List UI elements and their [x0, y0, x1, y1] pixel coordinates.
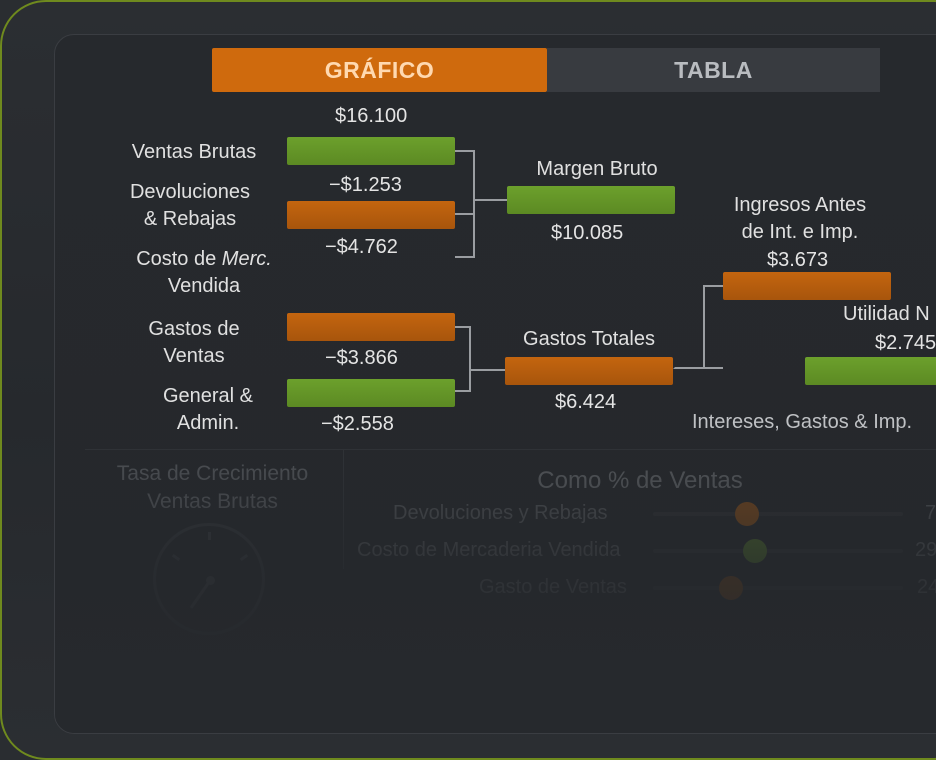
- connector-ebit-low: [673, 285, 723, 369]
- cogs-label-prefix: Costo de: [136, 248, 222, 270]
- connector-expenses-out: [471, 369, 505, 371]
- sales-expenses-value: −$3.866: [325, 347, 398, 369]
- percent-title: Como % de Ventas: [537, 467, 743, 494]
- connector-gross-mid: [455, 213, 475, 215]
- gauge-hub: [206, 576, 215, 585]
- percent-row-label: Devoluciones y Rebajas: [393, 502, 608, 524]
- percent-track: [653, 512, 903, 516]
- ebit-bar[interactable]: [723, 272, 891, 300]
- ebit-label-line2: de Int. e Imp.: [741, 221, 859, 243]
- net-income-value: $2.745: [875, 332, 936, 354]
- ebit-label-line1: Ingresos Antes: [733, 194, 867, 216]
- sales-expenses-label: Gastos de Ventas: [129, 316, 259, 370]
- sales-expenses-label-line1: Gastos de: [148, 318, 240, 340]
- percent-dot: [735, 502, 759, 526]
- net-income-bar[interactable]: [805, 357, 936, 385]
- percent-row-value: 7: [925, 502, 936, 524]
- cogs-value: −$4.762: [325, 236, 398, 258]
- gross-sales-bar[interactable]: [287, 137, 455, 165]
- cogs-label-line1: Costo de Merc.: [121, 246, 287, 273]
- returns-label-line2: & Rebajas: [143, 208, 237, 230]
- general-admin-label: General & Admin.: [143, 383, 273, 437]
- gross-sales-label: Ventas Brutas: [131, 141, 257, 163]
- growth-title: Tasa de Crecimiento Ventas Brutas: [95, 460, 330, 516]
- gross-margin-label: Margen Bruto: [536, 158, 658, 180]
- connector-gross: [455, 150, 475, 258]
- returns-label-line1: Devoluciones: [129, 181, 251, 203]
- connector-gross-out: [475, 199, 507, 201]
- general-admin-value: −$2.558: [321, 413, 394, 435]
- gauge-tick: [171, 553, 181, 562]
- general-admin-label-line1: General &: [162, 385, 254, 407]
- interest-tax-label: Intereses, Gastos & Imp.: [692, 411, 913, 433]
- total-expenses-value: $6.424: [555, 391, 617, 413]
- ebit-label: Ingresos Antes de Int. e Imp.: [705, 192, 895, 246]
- total-expenses-bar[interactable]: [505, 357, 673, 385]
- percent-row-label: Costo de Mercaderia Vendida: [357, 539, 621, 561]
- returns-value: −$1.253: [329, 174, 402, 196]
- net-income-label: Utilidad N: [843, 303, 930, 325]
- growth-title-line1: Tasa de Crecimiento: [116, 462, 309, 485]
- general-admin-bar[interactable]: [287, 379, 455, 407]
- connector-expenses: [455, 326, 471, 392]
- percent-dot: [743, 539, 767, 563]
- growth-gauge-icon: [153, 523, 265, 635]
- gross-margin-value: $10.085: [551, 222, 624, 244]
- sales-expenses-bar[interactable]: [287, 313, 455, 341]
- ebit-value: $3.673: [767, 249, 829, 271]
- panel-divider: [343, 449, 344, 569]
- cogs-label: Costo de Merc. Vendida: [121, 246, 287, 300]
- gauge-tick: [239, 553, 249, 562]
- gross-sales-value: $16.100: [335, 105, 408, 127]
- tab-tabla[interactable]: TABLA: [547, 48, 880, 92]
- gauge-tick: [208, 532, 211, 540]
- percent-row-label: Gasto de Ventas: [479, 576, 627, 598]
- app-screen: GRÁFICO TABLA $16.100 Ventas Brutas −$1.…: [54, 34, 936, 734]
- total-expenses-label: Gastos Totales: [523, 328, 655, 350]
- percent-row-value: 29: [915, 539, 936, 561]
- cogs-label-italic: Merc.: [221, 248, 272, 270]
- growth-title-line2: Ventas Brutas: [147, 490, 278, 513]
- sales-expenses-label-line2: Ventas: [163, 345, 225, 367]
- percent-track: [653, 586, 903, 590]
- connector-ebit: [703, 285, 723, 369]
- percent-track: [653, 549, 903, 553]
- section-divider: [85, 449, 936, 450]
- gross-margin-bar[interactable]: [507, 186, 675, 214]
- percent-dot: [719, 576, 743, 600]
- returns-label: Devoluciones & Rebajas: [109, 179, 271, 233]
- tab-grafico[interactable]: GRÁFICO: [212, 48, 547, 92]
- returns-bar[interactable]: [287, 201, 455, 229]
- cogs-label-line2: Vendida: [167, 275, 241, 297]
- general-admin-label-line2: Admin.: [176, 412, 240, 434]
- percent-row-value: 24: [917, 576, 936, 598]
